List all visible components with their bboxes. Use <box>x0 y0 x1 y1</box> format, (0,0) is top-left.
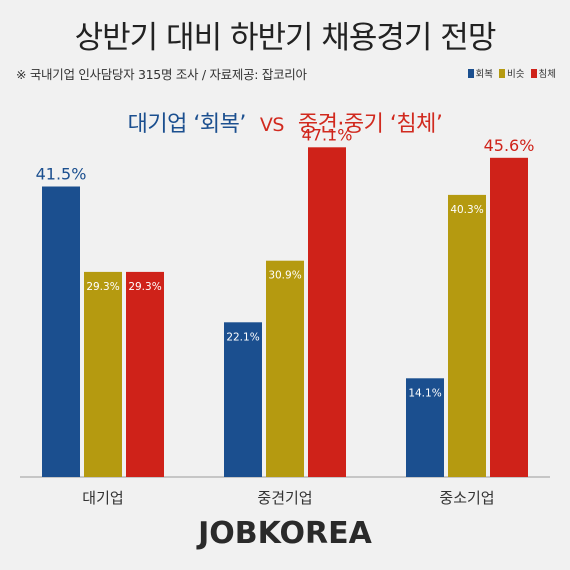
data-label-similar-2: 30.9% <box>268 270 301 282</box>
subtitle: 대기업 ‘회복’ VS 중견·중기 ‘침체’ <box>0 106 570 138</box>
bar-recovery-2 <box>224 322 262 477</box>
brand-logo: JOBKOREA <box>198 516 372 551</box>
legend-swatch-slump <box>530 68 537 78</box>
category-label-3: 중소기업 <box>439 489 494 507</box>
bar-similar-3 <box>448 194 486 477</box>
data-label-recovery-1: 41.5% <box>36 165 87 184</box>
category-label-2: 중견기업 <box>257 489 312 507</box>
category-label-1: 대기업 <box>82 489 123 507</box>
bar-slump-1 <box>126 271 164 477</box>
legend-label-recovery: 회복 <box>475 69 494 80</box>
chart-title: 상반기 대비 하반기 채용경기 전망 <box>74 20 497 56</box>
legend-item-slump: 침체 <box>530 66 556 80</box>
legend-item-similar: 비슷 <box>499 66 525 80</box>
legend-swatch-similar <box>499 68 506 78</box>
legend-item-recovery: 회복 <box>467 66 494 80</box>
data-label-slump-1: 29.3% <box>128 281 161 293</box>
legend-label-similar: 비슷 <box>507 69 525 80</box>
bar-slump-2 <box>308 147 346 478</box>
data-label-slump-2: 47.1% <box>302 125 353 144</box>
subtitle-vs: VS <box>259 114 285 136</box>
data-label-recovery-3: 14.1% <box>408 387 441 399</box>
data-label-recovery-2: 22.1% <box>226 331 259 343</box>
legend: 회복 비슷 침체 <box>467 66 556 80</box>
subtitle-right: 중견·중기 ‘침체’ <box>297 112 443 137</box>
bar-slump-3 <box>490 157 528 478</box>
legend-swatch-recovery <box>467 68 474 78</box>
legend-label-slump: 침체 <box>538 69 556 80</box>
data-label-slump-3: 45.6% <box>484 136 535 155</box>
bar-similar-2 <box>266 260 304 477</box>
bar-similar-1 <box>84 271 122 477</box>
data-label-similar-1: 29.3% <box>86 281 119 293</box>
data-label-similar-3: 40.3% <box>450 204 483 216</box>
bar-recovery-3 <box>406 378 444 477</box>
subtitle-left: 대기업 ‘회복’ <box>127 112 247 137</box>
bar-recovery-1 <box>42 186 80 477</box>
source-note: ※ 국내기업 인사담당자 315명 조사 / 자료제공: 잡코리아 <box>16 67 307 82</box>
